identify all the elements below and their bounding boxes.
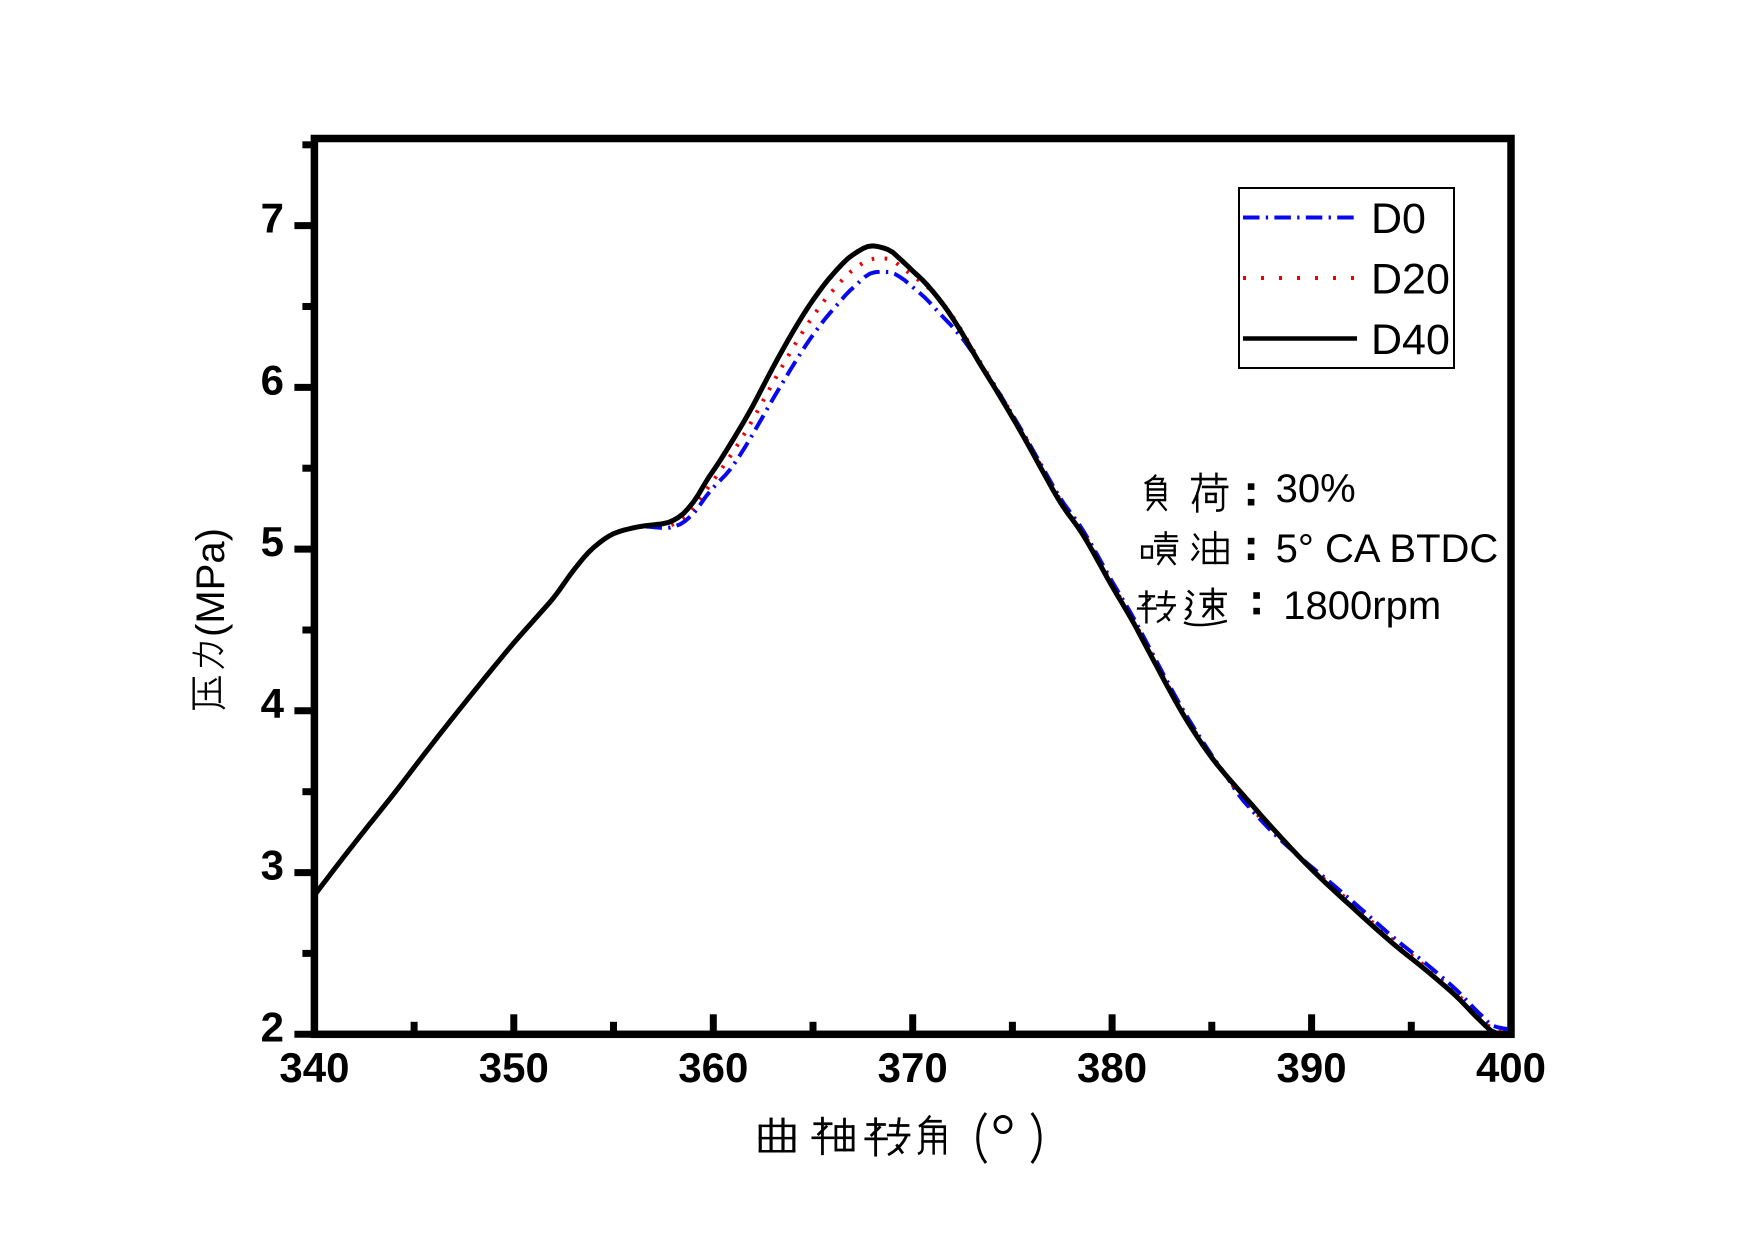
svg-text:380: 380 bbox=[1077, 1044, 1147, 1091]
svg-text:390: 390 bbox=[1277, 1044, 1347, 1091]
svg-text:360: 360 bbox=[678, 1044, 748, 1091]
svg-text:D20: D20 bbox=[1371, 256, 1450, 304]
svg-text:350: 350 bbox=[479, 1044, 549, 1091]
svg-text:1800rpm: 1800rpm bbox=[1283, 584, 1441, 628]
svg-text:30%: 30% bbox=[1276, 467, 1356, 511]
svg-text:400: 400 bbox=[1476, 1044, 1546, 1091]
svg-text:3: 3 bbox=[261, 842, 284, 889]
svg-text:7: 7 bbox=[261, 195, 284, 242]
svg-text:2: 2 bbox=[261, 1003, 284, 1050]
svg-text:6: 6 bbox=[261, 356, 284, 403]
svg-text:4: 4 bbox=[261, 680, 285, 727]
svg-text:5° CA BTDC: 5° CA BTDC bbox=[1276, 527, 1499, 571]
svg-text:(MPa): (MPa) bbox=[189, 528, 233, 637]
svg-text:340: 340 bbox=[279, 1044, 349, 1091]
svg-text:370: 370 bbox=[878, 1044, 948, 1091]
svg-text:D0: D0 bbox=[1371, 195, 1426, 243]
svg-text:D40: D40 bbox=[1371, 316, 1450, 364]
svg-text:5: 5 bbox=[261, 518, 284, 565]
